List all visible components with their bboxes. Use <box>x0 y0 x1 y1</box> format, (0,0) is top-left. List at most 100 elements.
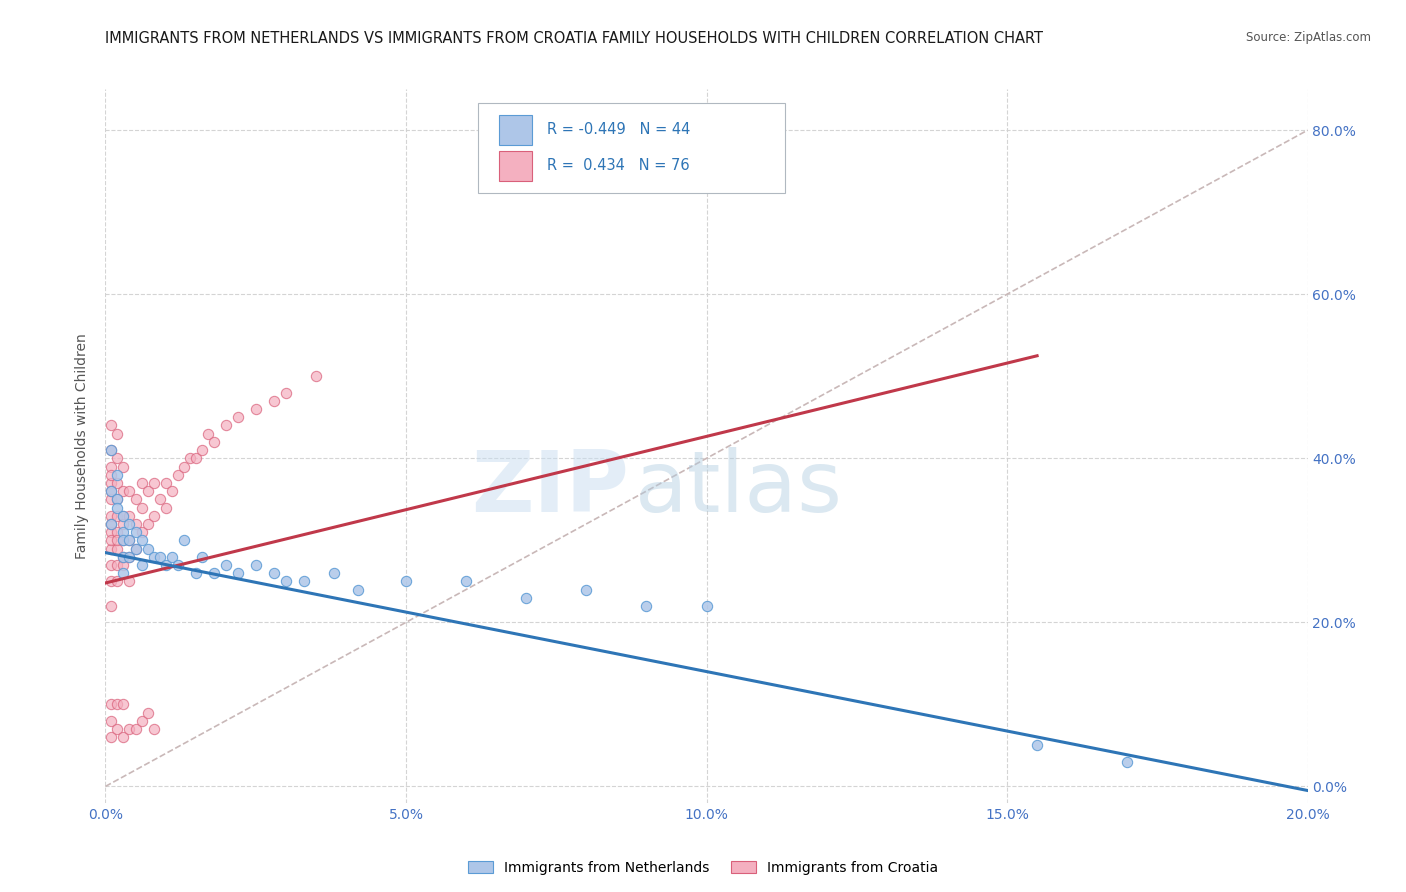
Point <box>131 558 153 572</box>
Point <box>107 500 129 515</box>
Point <box>166 558 188 572</box>
Point <box>100 475 122 490</box>
Point <box>118 549 141 564</box>
Point <box>112 516 135 531</box>
Point <box>100 533 122 548</box>
Point <box>395 574 418 589</box>
Point <box>112 549 135 564</box>
Point <box>136 706 159 720</box>
Point <box>118 574 141 589</box>
Point <box>107 541 129 556</box>
FancyBboxPatch shape <box>499 115 533 145</box>
Point <box>131 714 153 728</box>
Point <box>107 525 129 540</box>
Point <box>179 451 201 466</box>
Point <box>136 541 159 556</box>
Point <box>1026 739 1049 753</box>
Point <box>202 434 225 449</box>
Point <box>136 484 159 499</box>
Point <box>305 369 328 384</box>
Point <box>112 508 135 523</box>
Point <box>100 516 122 531</box>
Point <box>173 533 195 548</box>
Point <box>100 558 122 572</box>
Point <box>155 500 177 515</box>
Point <box>100 574 122 589</box>
Point <box>131 525 153 540</box>
Point <box>214 418 236 433</box>
Point <box>160 549 183 564</box>
Point <box>173 459 195 474</box>
FancyBboxPatch shape <box>478 103 785 193</box>
Point <box>107 533 129 548</box>
Point <box>112 459 135 474</box>
Point <box>100 730 122 744</box>
Point <box>107 426 129 441</box>
Point <box>118 722 141 736</box>
Point <box>118 516 141 531</box>
Point <box>112 484 135 499</box>
Point <box>100 714 122 728</box>
Text: atlas: atlas <box>634 447 842 531</box>
Text: R = -0.449   N = 44: R = -0.449 N = 44 <box>547 122 690 137</box>
Point <box>454 574 477 589</box>
Point <box>184 451 207 466</box>
Legend: Immigrants from Netherlands, Immigrants from Croatia: Immigrants from Netherlands, Immigrants … <box>463 855 943 880</box>
Point <box>636 599 658 613</box>
Point <box>696 599 718 613</box>
Point <box>112 566 135 581</box>
Point <box>124 492 146 507</box>
Point <box>107 558 129 572</box>
Point <box>142 549 165 564</box>
Point <box>148 549 170 564</box>
Point <box>263 393 285 408</box>
Point <box>100 418 122 433</box>
Point <box>1116 755 1139 769</box>
Point <box>112 533 135 548</box>
Text: ZIP: ZIP <box>471 447 628 531</box>
Point <box>112 508 135 523</box>
Point <box>124 722 146 736</box>
Point <box>112 533 135 548</box>
Point <box>100 484 122 499</box>
Point <box>131 475 153 490</box>
Point <box>100 484 122 499</box>
Point <box>118 549 141 564</box>
Point <box>107 451 129 466</box>
Point <box>100 525 122 540</box>
FancyBboxPatch shape <box>499 151 533 180</box>
Point <box>226 410 249 425</box>
Point <box>155 475 177 490</box>
Point <box>155 558 177 572</box>
Point <box>148 492 170 507</box>
Point <box>100 467 122 482</box>
Point <box>575 582 598 597</box>
Point <box>347 582 370 597</box>
Point <box>226 566 249 581</box>
Point <box>107 722 129 736</box>
Point <box>245 402 267 417</box>
Point <box>214 558 236 572</box>
Point <box>190 549 212 564</box>
Point <box>190 443 212 458</box>
Text: R =  0.434   N = 76: R = 0.434 N = 76 <box>547 158 689 173</box>
Point <box>131 533 153 548</box>
Point <box>107 475 129 490</box>
Point <box>107 508 129 523</box>
Point <box>100 508 122 523</box>
Point <box>118 533 141 548</box>
Point <box>197 426 219 441</box>
Point <box>118 533 141 548</box>
Point <box>112 525 135 540</box>
Point <box>107 574 129 589</box>
Point <box>184 566 207 581</box>
Point <box>100 443 122 458</box>
Point <box>142 475 165 490</box>
Point <box>124 525 146 540</box>
Point <box>136 516 159 531</box>
Point <box>100 492 122 507</box>
Point <box>100 443 122 458</box>
Y-axis label: Family Households with Children: Family Households with Children <box>76 333 90 559</box>
Point <box>166 467 188 482</box>
Point <box>107 467 129 482</box>
